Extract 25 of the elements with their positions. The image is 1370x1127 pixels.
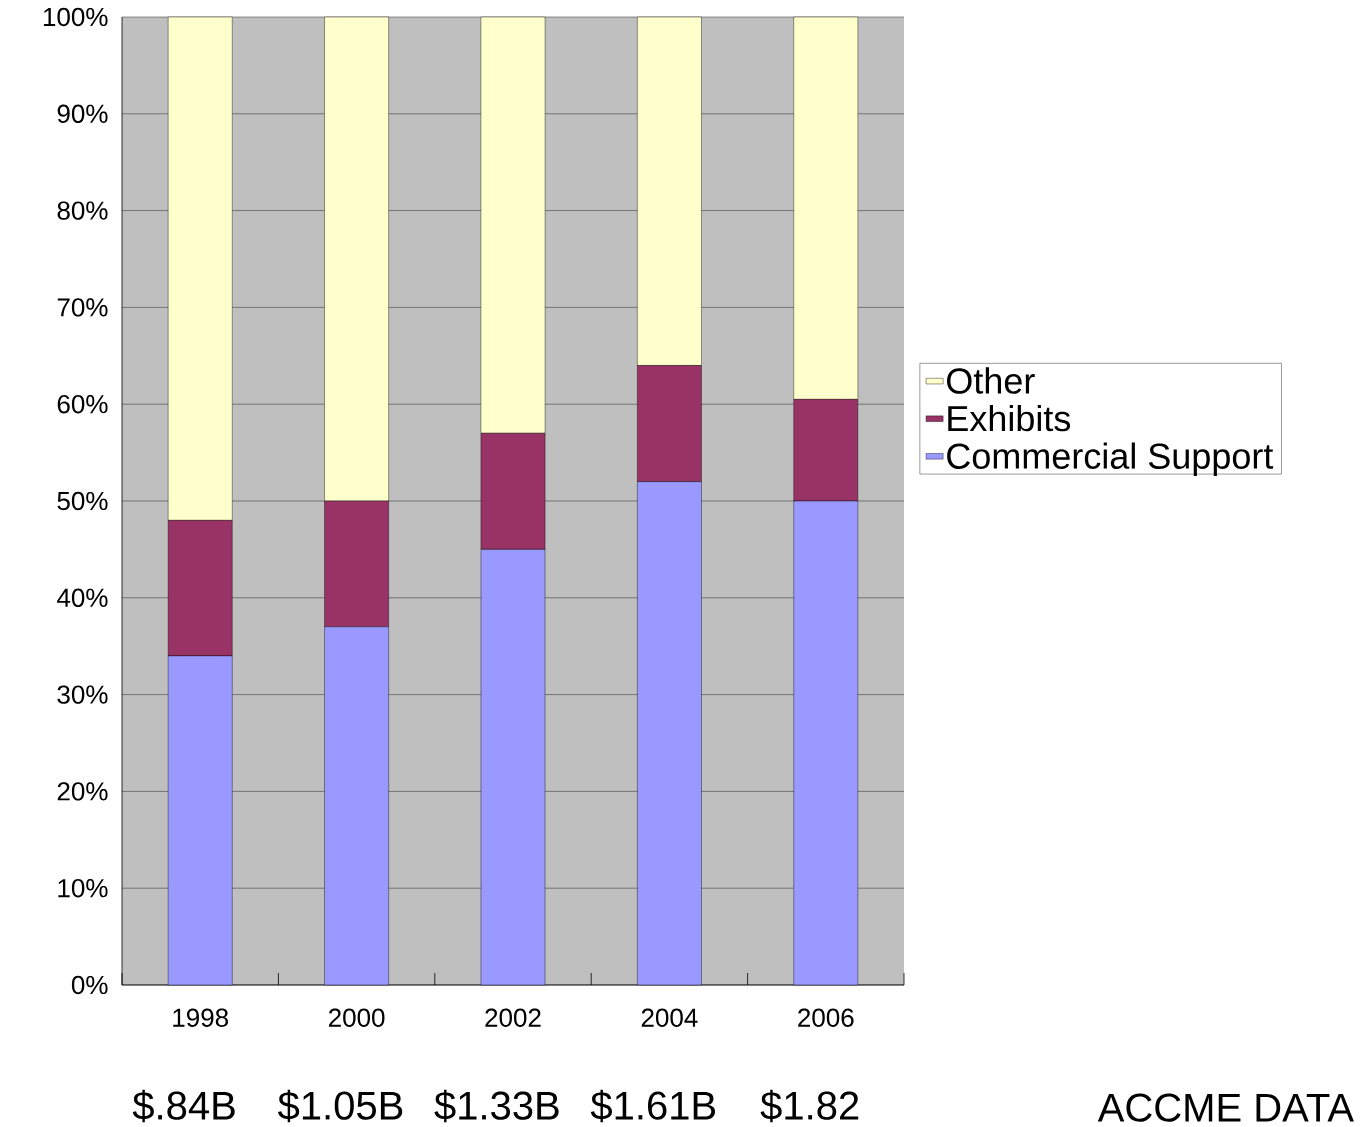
y-tick-label: 40%: [57, 588, 108, 607]
y-tick-label: 60%: [57, 394, 108, 414]
y-tick-label: 20%: [57, 782, 108, 801]
legend-label: Other: [947, 367, 1035, 394]
y-tick-label: 70%: [57, 298, 108, 317]
text: $1.05B: [278, 1089, 403, 1123]
y-tick-label: 10%: [58, 878, 108, 898]
x-tick-label: 2002: [485, 1008, 541, 1027]
y-tick-label: 30%: [57, 685, 108, 704]
y-tick-label: 80%: [57, 201, 108, 220]
text: $1.61B: [590, 1089, 716, 1123]
x-tick-label: 2006: [798, 1008, 854, 1027]
y-tick-label: 100%: [43, 7, 108, 27]
y-tick-label: 50%: [57, 491, 108, 511]
x-tick-label: 2004: [641, 1008, 698, 1027]
x-tick-label: 1998: [173, 1008, 228, 1027]
text: $1.33B: [434, 1089, 559, 1123]
text: ACCME DATA: [1097, 1093, 1354, 1122]
x-tick-label: 2000: [328, 1008, 385, 1027]
legend-label: Commercial Support: [947, 442, 1274, 477]
text: $1.82: [760, 1089, 859, 1123]
legend-label: Exhibits: [948, 404, 1071, 432]
y-tick-label: 90%: [57, 104, 108, 123]
text: $.84B: [132, 1089, 235, 1123]
y-tick-label: 0%: [71, 975, 108, 995]
